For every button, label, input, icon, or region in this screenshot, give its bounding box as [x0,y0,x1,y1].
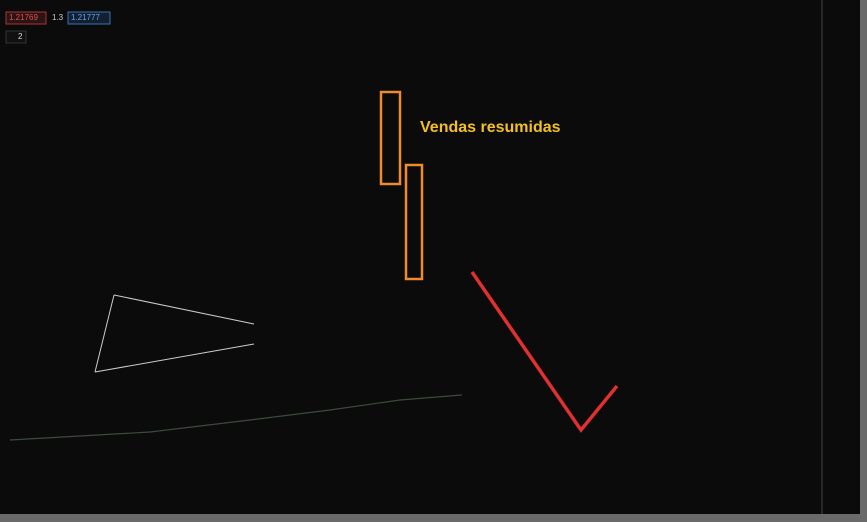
highlight-box [404,163,424,281]
frame [0,514,867,522]
frame [860,0,867,522]
moving-average [9,394,463,441]
ask-box[interactable] [67,11,111,25]
highlight-box [379,90,402,186]
triangle-line [94,343,255,373]
bid: 1.21769 [9,13,38,22]
triangle-line [94,294,115,373]
annotation: Vendas resumidas [420,119,561,136]
triangle-line [113,294,255,325]
count: 2 [18,32,23,41]
bid-box[interactable] [5,11,47,25]
projection-line [470,271,619,433]
count-box[interactable] [5,30,27,44]
ask: 1.21777 [71,13,100,22]
spread: 1.3 [52,13,64,22]
